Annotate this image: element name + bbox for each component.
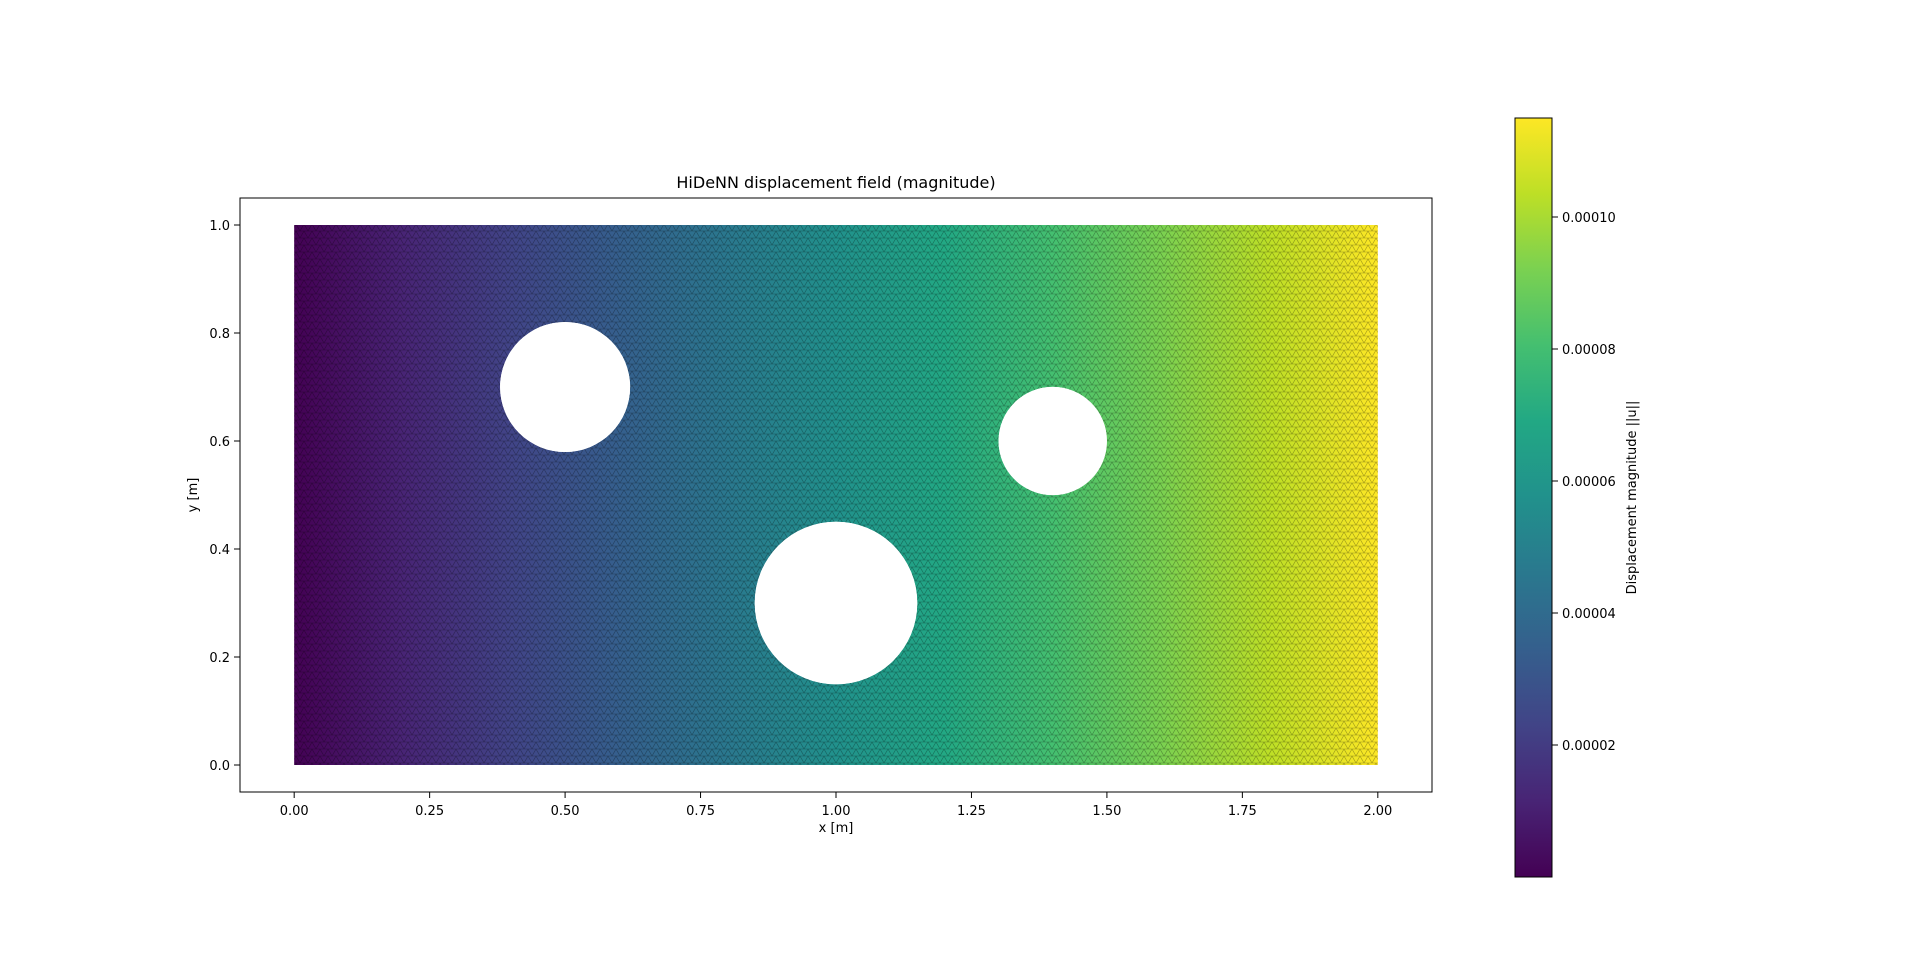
x-tick-label: 0.75 — [686, 804, 715, 819]
x-tick-label: 0.50 — [551, 804, 580, 819]
y-tick-label: 1.0 — [209, 219, 230, 234]
colorbar-tick-label: 0.00004 — [1562, 607, 1616, 622]
x-axis-ticks: 0.00 0.25 0.50 0.75 1.00 1.25 1.50 1.75 2.00 — [280, 792, 1392, 819]
y-tick-label: 0.4 — [209, 543, 230, 558]
colorbar-label: Displacement magnitude ||u|| — [1625, 401, 1640, 595]
colorbar-ticks: 0.00002 0.00004 0.00006 0.00008 0.00010 — [1552, 211, 1616, 754]
colorbar-tick-label: 0.00006 — [1562, 475, 1616, 490]
x-tick-label: 1.75 — [1228, 804, 1257, 819]
colorbar: 0.00002 0.00004 0.00006 0.00008 0.00010 Disp… — [1514, 117, 1640, 878]
hole-2 — [998, 386, 1107, 496]
y-tick-label: 0.6 — [209, 435, 230, 450]
y-axis-ticks: 0.0 0.2 0.4 0.6 0.8 1.0 — [209, 219, 240, 774]
hole-3 — [754, 521, 918, 685]
x-tick-label: 2.00 — [1363, 804, 1392, 819]
x-tick-label: 1.00 — [822, 804, 851, 819]
x-axis-label: x [m] — [819, 821, 854, 836]
y-tick-label: 0.0 — [209, 759, 230, 774]
y-tick-label: 0.8 — [209, 327, 230, 342]
x-tick-label: 0.25 — [415, 804, 444, 819]
main-axes: 0.00 0.25 0.50 0.75 1.00 1.25 1.50 1.75 2.00 0.0… — [186, 173, 1433, 836]
y-tick-label: 0.2 — [209, 651, 230, 666]
colorbar-tick-label: 0.00002 — [1562, 739, 1616, 754]
hole-1 — [500, 321, 631, 453]
colorbar-tick-label: 0.00008 — [1562, 343, 1616, 358]
colorbar-tick-label: 0.00010 — [1562, 211, 1616, 226]
colorbar-gradient — [1514, 117, 1553, 878]
displacement-field — [294, 225, 1378, 765]
x-tick-label: 1.25 — [957, 804, 986, 819]
chart-title: HiDeNN displacement field (magnitude) — [676, 173, 995, 192]
y-axis-label: y [m] — [186, 478, 201, 513]
x-tick-label: 0.00 — [280, 804, 309, 819]
x-tick-label: 1.50 — [1092, 804, 1121, 819]
